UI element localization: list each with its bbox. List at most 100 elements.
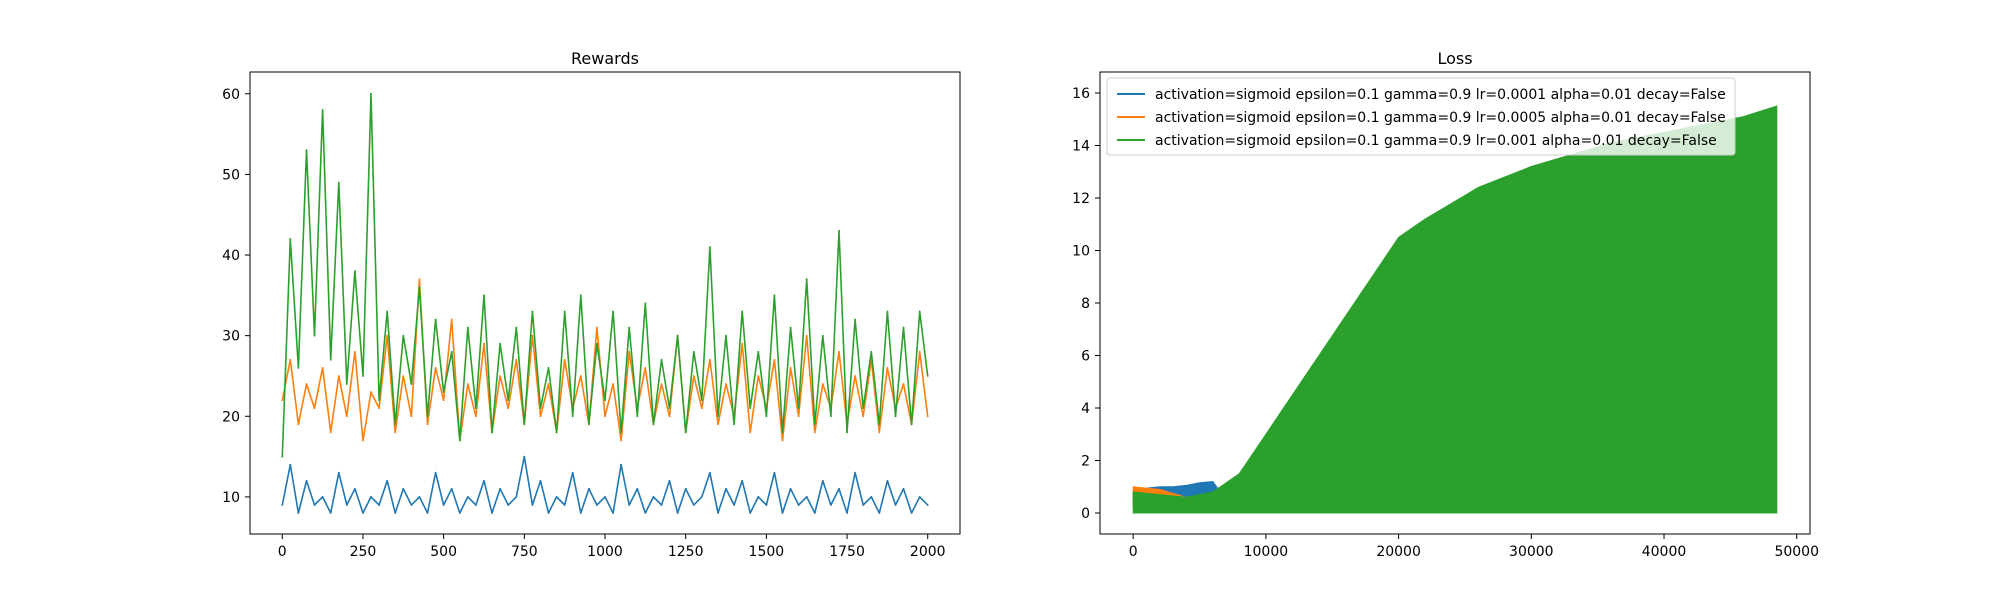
rewards-series-2-point (781, 439, 784, 442)
rewards-x-tick-label: 1000 (587, 544, 623, 560)
rewards-series-2-point (305, 383, 308, 385)
rewards-series-3-point (717, 415, 719, 418)
loss-y-tick-label: 6 (1081, 349, 1090, 365)
rewards-series-3-point (644, 302, 647, 305)
rewards-series-3-point (297, 367, 300, 369)
loss-series-3-band (1132, 105, 1778, 514)
rewards-series-3-point (926, 375, 929, 377)
rewards-series-3-point (410, 383, 413, 385)
rewards-series-3-point (289, 238, 292, 240)
rewards-series-1-point (604, 496, 606, 498)
rewards-series-3-point (805, 278, 808, 281)
rewards-series-2-point (749, 431, 752, 434)
rewards-series-3-point (515, 326, 518, 329)
rewards-series-1-point (757, 496, 760, 498)
rewards-series-2-point (410, 415, 413, 418)
rewards-series-3-point (362, 375, 364, 377)
legend-entry-label: activation=sigmoid epsilon=0.1 gamma=0.9… (1155, 133, 1717, 149)
rewards-series-1-point (442, 504, 445, 506)
rewards-series-3-point (313, 334, 316, 337)
rewards-series-1-point (805, 496, 808, 498)
rewards-series-2-point (354, 350, 356, 353)
rewards-series-2-point (612, 383, 614, 385)
loss-y-tick-label: 12 (1072, 191, 1090, 207)
rewards-series-3-point (321, 109, 324, 111)
rewards-series-2-point (475, 415, 477, 418)
rewards-series-2-point (854, 375, 856, 377)
rewards-series-1-point (636, 487, 639, 490)
rewards-series-1-point (652, 496, 655, 498)
rewards-series-2-point (628, 350, 631, 353)
rewards-series-2-point (596, 326, 598, 329)
rewards-series-2-point (507, 407, 510, 410)
rewards-series-2-point (281, 399, 284, 402)
rewards-series-2-point (797, 415, 800, 418)
rewards-series-1-point (765, 504, 768, 506)
rewards-series-2-point (378, 407, 380, 410)
rewards-series-1-point (676, 512, 679, 514)
rewards-series-1-point (733, 504, 735, 506)
rewards-series-1-point (797, 504, 800, 506)
rewards-x-axis: 0 250 500 750 1000 1250 1500 1750 2000 (278, 534, 946, 560)
rewards-series-1-point (813, 512, 816, 514)
loss-x-axis: 0 10000 20000 30000 40000 50000 (1129, 534, 1819, 560)
rewards-series-3-point (354, 270, 356, 273)
rewards-series-1-point (370, 496, 372, 498)
rewards-series-1-point (644, 512, 647, 514)
rewards-series-3-point (620, 431, 622, 434)
rewards-series-2-point (499, 375, 501, 377)
rewards-series-2-point (402, 375, 405, 377)
legend-entry-label: activation=sigmoid epsilon=0.1 gamma=0.9… (1155, 87, 1726, 103)
rewards-series-2-point (579, 375, 582, 377)
rewards-series-1-point (313, 504, 316, 506)
loss-x-tick-label: 50000 (1774, 544, 1819, 560)
rewards-series-3-point (741, 310, 744, 313)
rewards-series-1-point (458, 512, 461, 514)
rewards-series-2-point (878, 431, 881, 434)
rewards-series-3-point (918, 310, 921, 313)
rewards-series-1-point (628, 504, 631, 506)
rewards-series-3-point (305, 149, 308, 152)
rewards-series-1-point (588, 487, 590, 490)
rewards-series-2-point (515, 358, 518, 361)
rewards-series-3-point (700, 399, 703, 402)
rewards-series-2-point (563, 358, 566, 361)
rewards-series-1-point (910, 512, 913, 514)
rewards-series-1-point (838, 487, 840, 490)
loss-y-tick-label: 14 (1072, 139, 1090, 155)
rewards-series-1-point (717, 512, 719, 514)
rewards-series-3-point (676, 334, 679, 337)
loss-y-tick-label: 0 (1081, 506, 1090, 522)
loss-x-tick-label: 0 (1129, 544, 1138, 560)
rewards-series-3-point (329, 358, 332, 361)
rewards-series-1-point (579, 512, 582, 514)
rewards-series-1-point (297, 512, 300, 514)
loss-x-tick-label: 10000 (1244, 544, 1289, 560)
rewards-series-2-point (370, 391, 372, 393)
rewards-series-3-point (628, 326, 631, 329)
rewards-series-3-point (547, 367, 550, 369)
rewards-series-2-point (337, 375, 340, 377)
rewards-series-3-point (450, 350, 453, 353)
rewards-series-3-point (692, 350, 695, 353)
rewards-series-3-point (781, 431, 784, 434)
rewards-series-3-point (902, 326, 905, 329)
rewards-series-2-point (741, 342, 744, 345)
rewards-series-3-point (555, 431, 558, 434)
rewards-series-3-point (563, 310, 566, 313)
rewards-series-1-point (725, 487, 727, 490)
rewards-series-2-point (805, 334, 808, 337)
rewards-series-1-point (305, 479, 308, 482)
rewards-series-3-point (507, 399, 510, 402)
rewards-series-1-point (846, 512, 848, 514)
rewards-series-3-point (797, 407, 800, 410)
loss-chart-marks (1132, 105, 1778, 514)
rewards-series-2-point (709, 358, 711, 361)
rewards-series-3-point (434, 318, 437, 321)
rewards-series-2-point (620, 439, 622, 442)
rewards-series-1-point (345, 504, 348, 506)
rewards-series-3-point (862, 407, 865, 410)
rewards-x-tick-label: 2000 (910, 544, 946, 560)
rewards-series-3-point (765, 415, 768, 418)
rewards-series-3-point (604, 399, 606, 402)
